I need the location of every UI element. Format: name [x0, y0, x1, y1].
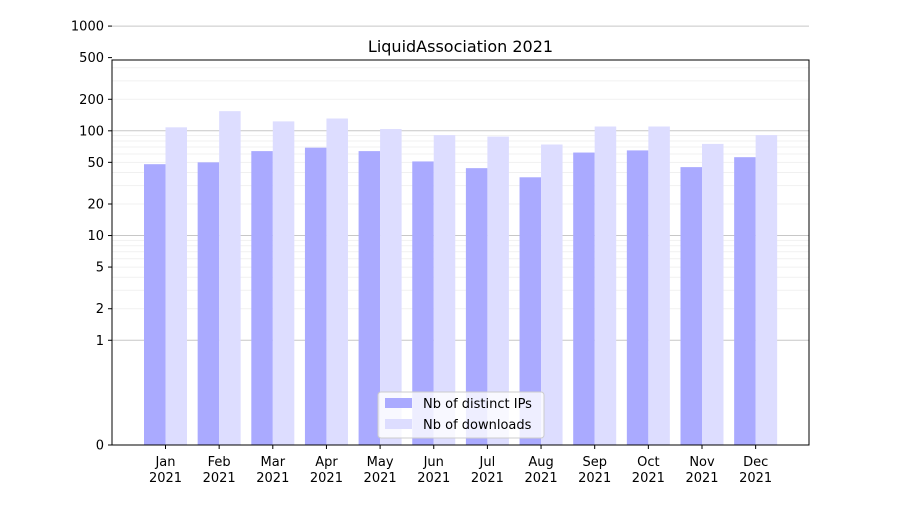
bar-distinct-ips: [519, 177, 542, 445]
bar-downloads: [380, 129, 402, 445]
bar-distinct-ips: [680, 167, 702, 445]
x-tick-label-month: Jan: [154, 455, 175, 470]
x-tick-label-year: 2021: [149, 471, 182, 486]
y-tick-label: 10: [87, 229, 104, 244]
x-tick-label-month: Sep: [582, 455, 607, 470]
x-tick-label-month: Jun: [423, 455, 444, 470]
legend-label: Nb of downloads: [423, 418, 532, 433]
bar-distinct-ips: [573, 152, 595, 445]
bar-downloads: [755, 135, 778, 445]
y-tick-label: 5: [96, 261, 104, 276]
x-tick-label-year: 2021: [310, 471, 343, 486]
plot-frame: [111, 59, 810, 446]
legend-box: [377, 391, 545, 439]
bar-distinct-ips: [304, 147, 327, 446]
x-tick-label-year: 2021: [471, 471, 504, 486]
bar-downloads: [165, 127, 187, 445]
bar-distinct-ips: [144, 164, 166, 445]
legend-swatch: [385, 398, 412, 408]
legend-label: Nb of distinct IPs: [423, 397, 532, 412]
bar-downloads: [594, 126, 617, 445]
bar-distinct-ips: [412, 161, 434, 446]
x-tick-label-year: 2021: [632, 471, 665, 486]
x-axis: Jan2021Feb2021Mar2021Apr2021May2021Jun20…: [149, 445, 772, 486]
x-tick-label-month: Jul: [479, 455, 496, 470]
x-tick-label-month: Oct: [637, 455, 659, 470]
legend-swatch: [385, 419, 412, 429]
x-tick-label-month: Feb: [208, 455, 231, 470]
bar-distinct-ips: [734, 157, 756, 446]
x-tick-label-month: Apr: [315, 455, 338, 470]
bar-distinct-ips: [251, 151, 273, 445]
x-tick-label-year: 2021: [525, 471, 558, 486]
bar-downloads: [487, 136, 509, 445]
y-tick-label: 1: [96, 334, 104, 349]
bar-distinct-ips: [197, 162, 220, 446]
bar-downloads: [219, 111, 241, 445]
y-tick-label: 1000: [71, 20, 104, 35]
y-tick-label: 20: [87, 198, 104, 213]
bar-distinct-ips: [358, 151, 381, 445]
x-tick-label-year: 2021: [256, 471, 289, 486]
bar-downloads: [648, 126, 670, 445]
x-tick-label-year: 2021: [685, 471, 718, 486]
x-tick-label-year: 2021: [578, 471, 611, 486]
bar-downloads: [702, 143, 724, 445]
x-tick-label-month: Nov: [689, 455, 715, 470]
bar-downloads: [326, 118, 348, 446]
x-tick-label-year: 2021: [417, 471, 450, 486]
chart-title: LiquidAssociation 2021: [368, 37, 553, 56]
bar-downloads: [272, 121, 295, 446]
bars: [144, 111, 778, 446]
y-tick-label: 500: [79, 51, 104, 66]
x-tick-label-year: 2021: [739, 471, 772, 486]
x-tick-label-year: 2021: [203, 471, 236, 486]
y-tick-label: 200: [79, 93, 104, 108]
y-tick-label: 0: [96, 439, 104, 454]
y-tick-label: 50: [87, 156, 104, 171]
y-tick-label: 100: [79, 124, 104, 139]
y-tick-label: 2: [96, 302, 104, 317]
x-tick-label-month: May: [367, 455, 394, 470]
x-tick-label-month: Dec: [743, 455, 768, 470]
bar-downloads: [541, 144, 563, 445]
bar-downloads: [433, 135, 456, 445]
bar-distinct-ips: [626, 150, 649, 446]
x-tick-label-month: Mar: [261, 455, 286, 470]
y-axis: 0 1 2 5 10 20 50 100 200 500 1000: [71, 20, 112, 454]
legend: Nb of distinct IPs Nb of downloads: [377, 391, 545, 439]
x-tick-label-year: 2021: [364, 471, 397, 486]
x-tick-label-month: Aug: [528, 455, 553, 470]
bar-distinct-ips: [465, 168, 488, 446]
